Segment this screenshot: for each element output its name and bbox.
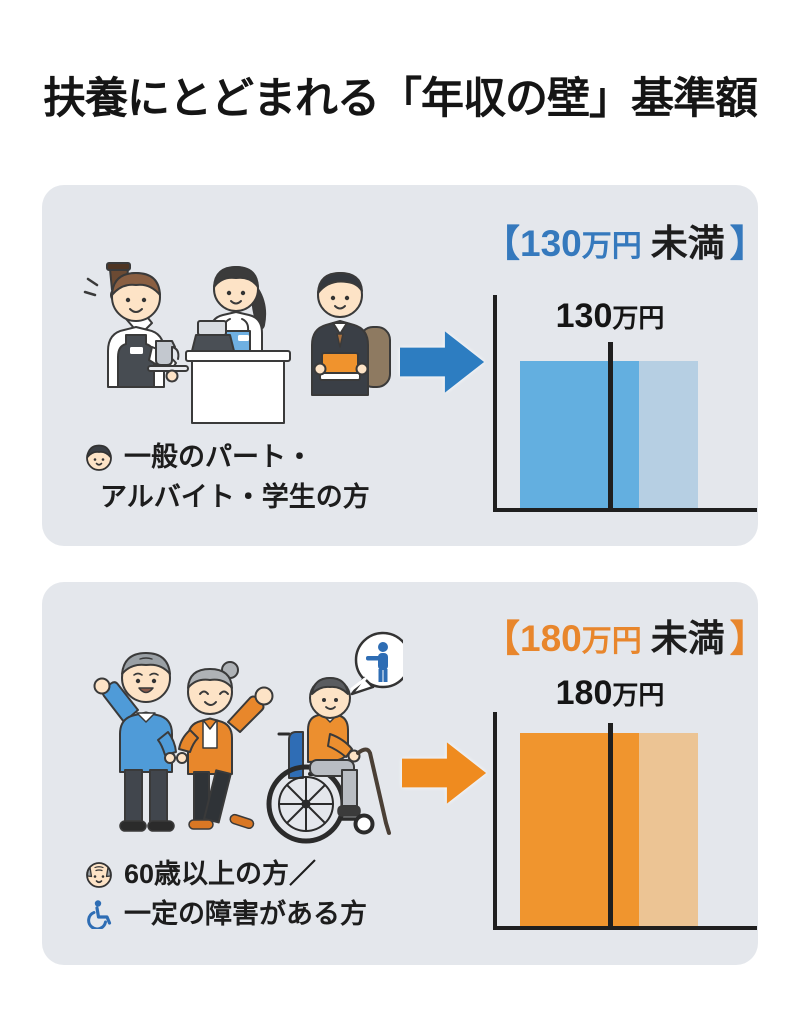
bracket-close: 】 [729,618,767,659]
threshold-amount: 180 [520,618,582,659]
threshold-value-label: 180万円 [555,674,665,712]
caption-seniors: 60歳以上の方／ 一定の障害がある方 [84,854,367,934]
threshold-unit: 万円 [581,625,642,658]
threshold-line [608,723,613,926]
income-bar [520,361,698,508]
seniors-illustration [58,620,403,858]
threshold-suffix: 未満 [650,223,725,264]
caption-line: 一定の障害がある方 [124,899,367,929]
bar-segment-under-threshold [520,361,639,508]
threshold-suffix: 未満 [650,618,725,659]
threshold-unit: 万円 [581,230,642,263]
page-title: 扶養にとどまれる「年収の壁」基準額 [43,75,758,123]
arrow-right-icon [400,329,486,395]
income-bar-chart-180: 180万円 [493,674,757,930]
bar-segment-over-threshold [639,361,698,508]
threshold-value-label: 130万円 [555,297,665,335]
wheelchair-icon [84,899,114,931]
accessibility-person-speech-bubble-icon [350,631,403,696]
bar-segment-under-threshold [520,733,639,926]
caption-line: 一般のパート・ [124,442,313,472]
elderly-couple-illustration [93,652,274,832]
threshold-heading-130: 【130万円 未満】 [483,213,767,267]
income-bar [520,733,698,926]
elderly-man-face-icon [84,859,114,889]
panel-seniors-disabled: 60歳以上の方／ 一定の障害がある方 【180万円 未満】 180万円 [42,582,767,965]
student-illustration [311,272,391,396]
panel-general-workers: 一般のパート・ アルバイト・学生の方 【130万円 未満】 130万円 [42,185,767,546]
arrow-right-icon [402,740,488,806]
caption-line: 60歳以上の方／ [124,859,317,889]
bar-segment-over-threshold [639,733,698,926]
wheelchair-user-illustration [266,677,391,844]
young-man-face-icon [84,442,114,472]
workers-illustration [72,235,402,433]
barista-illustration [83,262,189,388]
caption-general: 一般のパート・ アルバイト・学生の方 [84,437,370,517]
threshold-line [608,342,613,508]
threshold-heading-180: 【180万円 未満】 [483,608,767,662]
caption-line: アルバイト・学生の方 [100,482,370,512]
threshold-amount: 130 [520,223,582,264]
bracket-open: 【 [483,223,520,264]
bracket-close: 】 [729,223,767,264]
cashier-illustration [185,266,291,424]
income-bar-chart-130: 130万円 [493,295,757,512]
bracket-open: 【 [483,618,520,659]
